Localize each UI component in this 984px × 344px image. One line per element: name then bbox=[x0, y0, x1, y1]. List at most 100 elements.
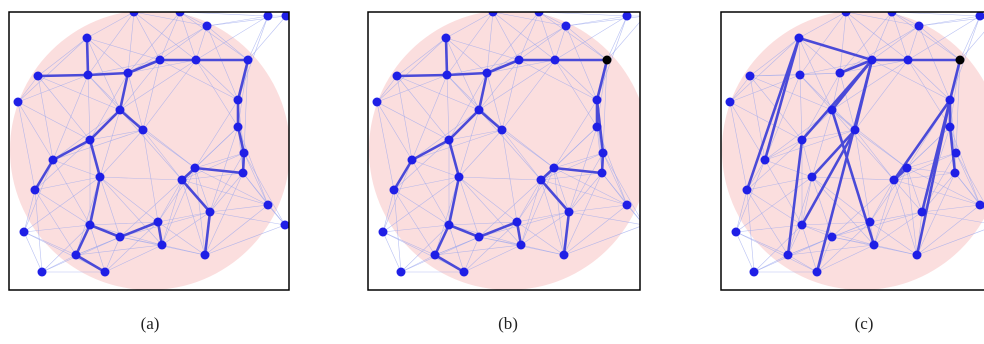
link bbox=[23, 231, 77, 256]
node bbox=[115, 232, 125, 242]
link bbox=[99, 176, 159, 223]
link bbox=[243, 152, 269, 206]
link bbox=[893, 172, 956, 181]
node bbox=[444, 135, 454, 145]
link bbox=[565, 25, 598, 101]
link bbox=[119, 59, 161, 111]
link bbox=[568, 126, 598, 213]
link bbox=[839, 72, 856, 131]
node bbox=[138, 125, 148, 135]
panel-border bbox=[8, 11, 290, 291]
link bbox=[142, 129, 159, 223]
link bbox=[446, 59, 520, 76]
link bbox=[553, 167, 570, 213]
link bbox=[478, 59, 520, 111]
link bbox=[52, 109, 121, 161]
link bbox=[538, 12, 608, 61]
link bbox=[478, 211, 570, 238]
link bbox=[799, 59, 873, 76]
link bbox=[764, 139, 803, 161]
link bbox=[873, 211, 923, 246]
link bbox=[906, 167, 956, 174]
node bbox=[177, 175, 187, 185]
node bbox=[902, 163, 912, 173]
node bbox=[869, 240, 879, 250]
link bbox=[602, 152, 640, 219]
panel bbox=[368, 12, 640, 290]
node bbox=[783, 250, 793, 260]
link bbox=[606, 15, 628, 61]
tree-edge bbox=[118, 72, 130, 111]
link bbox=[209, 211, 286, 226]
link bbox=[520, 211, 570, 246]
link bbox=[565, 15, 628, 27]
node bbox=[559, 250, 569, 260]
node bbox=[598, 148, 608, 158]
link bbox=[811, 109, 833, 178]
link bbox=[463, 236, 480, 273]
link bbox=[376, 101, 413, 161]
tree-edge bbox=[392, 159, 414, 191]
node bbox=[19, 227, 29, 237]
link bbox=[492, 12, 520, 61]
caption: (a) bbox=[140, 314, 160, 333]
node bbox=[889, 175, 899, 185]
node bbox=[549, 163, 559, 173]
link bbox=[195, 15, 269, 61]
node bbox=[82, 33, 92, 43]
node bbox=[975, 12, 984, 21]
link bbox=[157, 167, 196, 223]
link bbox=[382, 224, 450, 233]
node bbox=[797, 220, 807, 230]
link bbox=[157, 211, 211, 223]
node bbox=[30, 185, 40, 195]
link bbox=[839, 25, 920, 74]
link bbox=[799, 74, 803, 141]
link bbox=[501, 59, 520, 131]
node bbox=[153, 217, 163, 227]
link bbox=[831, 109, 908, 169]
link bbox=[209, 204, 269, 213]
node bbox=[233, 122, 243, 132]
link bbox=[596, 15, 628, 101]
node bbox=[760, 155, 770, 165]
link bbox=[159, 25, 208, 61]
node bbox=[263, 12, 273, 21]
link bbox=[918, 25, 961, 61]
link bbox=[563, 204, 628, 256]
link bbox=[448, 224, 465, 273]
link bbox=[540, 179, 628, 206]
link bbox=[237, 15, 269, 101]
link bbox=[458, 176, 518, 223]
node bbox=[516, 240, 526, 250]
node bbox=[123, 68, 133, 78]
link bbox=[801, 221, 871, 226]
panel-border bbox=[367, 11, 641, 291]
link bbox=[142, 129, 196, 169]
link bbox=[411, 109, 480, 161]
tree-edge bbox=[236, 59, 250, 101]
link bbox=[907, 59, 951, 128]
node bbox=[129, 12, 139, 17]
node bbox=[749, 267, 759, 277]
link bbox=[119, 109, 183, 181]
node bbox=[955, 55, 965, 65]
region bbox=[10, 12, 289, 290]
tree-edge bbox=[595, 59, 609, 101]
link bbox=[86, 12, 135, 39]
node bbox=[392, 71, 402, 81]
link bbox=[396, 75, 480, 111]
node bbox=[550, 55, 560, 65]
link bbox=[400, 224, 450, 273]
node bbox=[725, 97, 735, 107]
tree-edge bbox=[411, 138, 450, 162]
link bbox=[563, 172, 603, 256]
link bbox=[41, 224, 91, 273]
link bbox=[52, 129, 144, 161]
link bbox=[382, 231, 436, 256]
link bbox=[729, 101, 766, 161]
link bbox=[87, 59, 161, 76]
link bbox=[554, 59, 598, 128]
link bbox=[501, 129, 518, 223]
tree-edge bbox=[194, 166, 244, 175]
